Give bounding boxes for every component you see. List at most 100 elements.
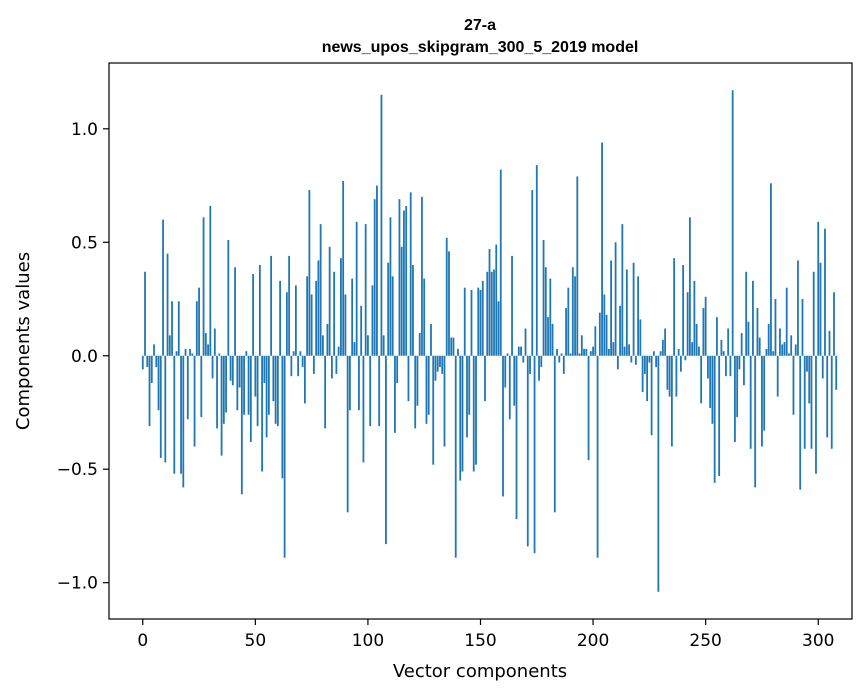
bar-188 [565, 308, 567, 356]
bar-289 [792, 355, 795, 415]
bar-302 [821, 355, 824, 379]
bar-76 [312, 355, 315, 374]
bar-57 [270, 255, 273, 356]
bar-40 [231, 355, 234, 386]
bar-66 [290, 355, 293, 377]
bar-11 [166, 253, 169, 356]
bar-102 [371, 285, 374, 356]
bar-148 [475, 355, 477, 465]
bar-280 [772, 351, 775, 356]
bar-95 [355, 221, 358, 356]
bar-165 [513, 355, 516, 406]
bar-156 [493, 269, 495, 356]
bar-307 [833, 292, 835, 356]
bar-143 [463, 287, 466, 356]
bar-54 [263, 355, 266, 383]
x-tick-label: 50 [245, 631, 267, 651]
bar-300 [817, 221, 820, 356]
bar-195 [580, 335, 583, 356]
bar-308 [835, 355, 838, 390]
bar-204 [601, 142, 603, 356]
bar-166 [515, 355, 518, 520]
chart-title-line1: 27-a [464, 17, 496, 34]
bar-104 [376, 185, 378, 356]
bar-276 [763, 355, 766, 431]
bar-294 [803, 355, 806, 449]
bar-224 [646, 355, 649, 402]
bar-112 [394, 355, 396, 433]
bar-257 [720, 339, 723, 356]
bar-213 [621, 224, 624, 356]
bar-60 [276, 355, 279, 427]
bar-248 [700, 355, 703, 404]
bar-88 [340, 258, 342, 356]
bar-255 [716, 317, 718, 356]
bar-83 [328, 246, 331, 356]
bar-144 [466, 355, 468, 438]
bar-284 [781, 344, 784, 356]
bar-305 [828, 330, 831, 356]
bar-205 [603, 294, 606, 356]
bar-218 [632, 262, 635, 356]
x-tick-label: 150 [464, 631, 496, 651]
bar-86 [335, 355, 338, 374]
bar-7 [157, 355, 160, 411]
x-tick-label: 100 [352, 631, 384, 651]
y-tick-label: −1.0 [57, 574, 98, 594]
bar-58 [272, 355, 275, 402]
x-tick-label: 0 [137, 631, 148, 651]
bar-133 [441, 355, 444, 374]
bar-207 [607, 348, 610, 356]
bar-241 [684, 355, 687, 361]
bar-134 [443, 355, 446, 447]
bar-272 [754, 355, 757, 488]
bar-304 [826, 355, 829, 438]
x-axis-label: Vector components [393, 661, 567, 682]
bar-290 [794, 344, 797, 356]
bar-150 [479, 289, 482, 356]
bar-167 [517, 346, 520, 356]
bar-37 [225, 355, 227, 413]
bar-231 [661, 339, 664, 356]
bar-114 [398, 199, 401, 356]
bar-74 [308, 190, 311, 356]
bar-96 [358, 355, 360, 411]
bar-47 [247, 355, 250, 415]
bar-118 [407, 355, 410, 402]
bar-84 [331, 355, 333, 379]
y-tick-label: −0.5 [57, 460, 98, 480]
bar-63 [283, 355, 286, 558]
bar-106 [380, 94, 383, 356]
bar-199 [589, 351, 592, 356]
bar-242 [686, 292, 689, 356]
bar-78 [317, 260, 320, 356]
bar-202 [596, 355, 599, 558]
bar-266 [740, 333, 743, 356]
bar-56 [267, 355, 270, 415]
bar-244 [691, 342, 694, 356]
bar-217 [630, 355, 633, 363]
bar-130 [434, 355, 437, 381]
bar-39 [229, 355, 232, 381]
y-tick-label: 0.5 [71, 233, 98, 253]
bar-14 [173, 355, 176, 474]
bar-291 [797, 260, 799, 356]
bar-67 [292, 351, 295, 356]
bar-122 [416, 355, 419, 406]
bar-128 [430, 323, 432, 356]
bar-62 [281, 355, 284, 479]
bar-298 [812, 271, 815, 356]
bar-120 [412, 264, 414, 356]
x-tick-label: 250 [689, 631, 721, 651]
bar-275 [761, 355, 763, 447]
bar-81 [324, 355, 327, 429]
bar-147 [472, 355, 475, 472]
bar-87 [337, 346, 340, 356]
bar-192 [574, 276, 576, 356]
bar-200 [592, 346, 594, 356]
bar-155 [490, 271, 493, 356]
bar-121 [414, 355, 417, 429]
y-tick-label: 1.0 [71, 120, 98, 140]
bar-253 [711, 355, 714, 424]
